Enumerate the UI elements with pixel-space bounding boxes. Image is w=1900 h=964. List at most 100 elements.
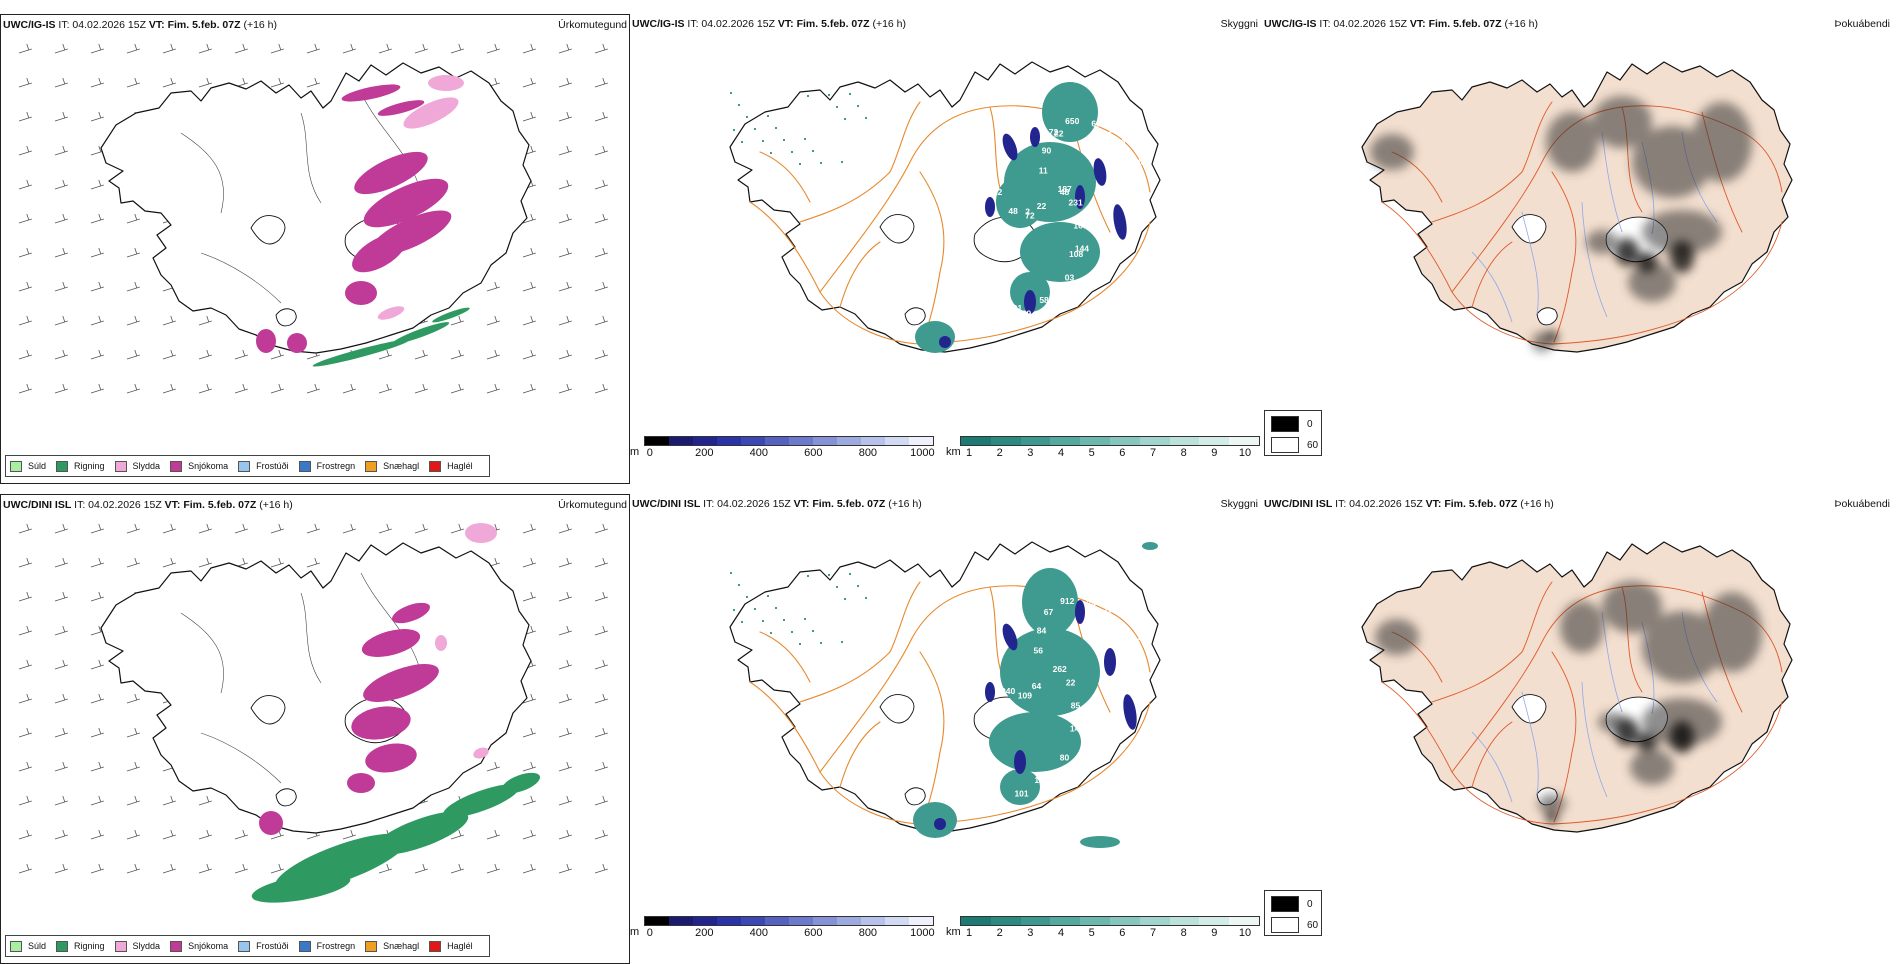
sleet-areas	[435, 523, 497, 759]
precip-legend-item: Frostregn	[298, 460, 355, 472]
fog-legend-dini: 0 60	[1264, 890, 1322, 936]
visibility-value-label: 72	[983, 156, 993, 166]
scale-cell	[861, 917, 885, 925]
visibility-value-label: 101	[1008, 303, 1022, 313]
scale-cell	[669, 437, 693, 445]
visibility-value-label: 116	[1126, 636, 1140, 646]
coastline	[1361, 541, 1793, 833]
coastline	[100, 542, 532, 834]
scale-cell	[717, 917, 741, 925]
iceland-map	[1361, 541, 1793, 833]
sleet-areas	[377, 75, 464, 320]
scattered-cells	[730, 92, 867, 165]
legend-swatch	[56, 460, 69, 472]
iceland-map	[100, 523, 540, 903]
panel-type-label: Úrkomutegund	[558, 19, 627, 31]
visibility-value-label: 63	[976, 648, 986, 658]
precip-legend: Súld Rigning Slydda Snjókoma Frostúði Frostre…	[5, 935, 490, 957]
visibility-value-label: 148	[1070, 724, 1084, 734]
scale-tick-label: 6	[1119, 447, 1126, 459]
glacier-langjokull	[1511, 214, 1547, 244]
precip-legend-item: Slydda	[114, 460, 161, 472]
roads	[749, 581, 1151, 825]
legend-label: Frostúði	[256, 461, 289, 471]
glacier-myrdalsjokull	[275, 308, 297, 327]
scale-cell	[813, 917, 837, 925]
panel-type-label: Þokuábendi	[1834, 18, 1890, 30]
fog-swatch	[1271, 437, 1299, 453]
fog-legend-label: 0	[1307, 898, 1313, 910]
visibility-value-label: 109	[1018, 690, 1032, 700]
visibility-value-label: 84	[1037, 625, 1047, 635]
scale-cell	[1229, 437, 1259, 445]
fog-legend-label: 0	[1307, 418, 1313, 430]
legend-swatch	[238, 460, 251, 472]
rain-areas	[312, 307, 470, 367]
precip-panel-dini: UWC/DINI ISL IT: 04.02.2026 15Z VT: Fim.…	[0, 494, 630, 964]
height-scale-ig: 0 200 400 600 800 1000 m	[630, 436, 935, 460]
visibility-value-label: 72	[1049, 127, 1059, 137]
precip-map-ig	[18, 43, 608, 394]
legend-swatch	[10, 460, 22, 472]
scale-unit: m	[630, 926, 640, 938]
scale-tick-label: 9	[1211, 927, 1218, 939]
scale-colors	[644, 916, 934, 926]
panel-type-label: Skyggni	[1220, 18, 1258, 30]
visibility-value-label: 2	[1025, 206, 1030, 216]
visibility-value-label: 87	[987, 85, 997, 95]
scale-cell	[1139, 437, 1170, 445]
visibility-labels: 262 109 67 148 63 109 101 56 22 940 912 80 70 116 64 84…	[973, 596, 1140, 799]
visibility-value-label: 11	[1039, 165, 1048, 175]
scale-cell	[1050, 437, 1081, 445]
visibility-value-label: 101	[1014, 789, 1028, 799]
scale-cell	[693, 437, 717, 445]
visibility-value-label: 39	[1022, 309, 1032, 319]
fog-map-ig	[1361, 61, 1793, 353]
precip-legend-item: Snjókoma	[170, 460, 229, 472]
glacier-langjokull	[879, 214, 915, 244]
topo-lines	[180, 92, 422, 304]
scale-cell	[741, 437, 765, 445]
visibility-value-label: 19	[978, 128, 988, 138]
scale-tick-label: 1	[965, 927, 973, 939]
glacier-myrdalsjokull	[904, 787, 926, 806]
scale-cell	[1229, 917, 1259, 925]
fog-shading	[1370, 96, 1752, 352]
scattered-cells	[730, 572, 867, 645]
scale-cell	[1109, 437, 1140, 445]
scale-colors	[960, 916, 1260, 926]
topo-lines	[180, 572, 422, 784]
panel-title: UWC/IG-IS IT: 04.02.2026 15Z VT: Fim. 5.…	[1264, 18, 1539, 30]
precip-legend-item: Haglél	[429, 460, 473, 472]
scale-colors	[644, 436, 934, 446]
visibility-value-label: 912	[1060, 596, 1074, 606]
legend-label: Snjókoma	[188, 461, 229, 471]
legend-swatch	[365, 460, 378, 472]
scale-cell	[669, 917, 693, 925]
precip-panel-ig: UWC/IG-IS IT: 04.02.2026 15Z VT: Fim. 5.…	[0, 14, 630, 484]
scale-cell	[645, 917, 669, 925]
legend-label: Slydda	[132, 941, 161, 951]
panel-title: UWC/DINI ISL IT: 04.02.2026 15Z VT: Fim.…	[1264, 498, 1554, 510]
visibility-scale-dini: 1 2 3 4 5 6 7 8 9 10 km	[946, 916, 1260, 940]
visibility-scale-ig: 1 2 3 4 5 6 7 8 9 10 km	[946, 436, 1260, 460]
visibility-value-label: 582	[1039, 295, 1053, 305]
legend-label: Frostúði	[256, 941, 289, 951]
precip-legend-item: Súld	[10, 460, 46, 472]
coastline	[100, 62, 532, 354]
legend-label: Slydda	[132, 461, 161, 471]
scale-cell	[645, 437, 669, 445]
scale-unit: m	[630, 446, 640, 458]
fog-shading	[1375, 581, 1762, 814]
scale-tick-label: 0	[646, 447, 653, 459]
panel-type-label: Úrkomutegund	[558, 499, 627, 511]
visibility-value-label: 61	[1091, 118, 1101, 128]
scale-tick-label: 7	[1149, 927, 1157, 939]
scale-cell	[990, 917, 1021, 925]
iceland-map: 1877272144171313911231486500319962290168…	[729, 61, 1161, 353]
scale-tick-label: 7	[1149, 447, 1157, 459]
visibility-value-label: 231	[1069, 197, 1083, 207]
fog-legend-item: 0	[1271, 416, 1321, 432]
scale-tick-label: 600	[804, 927, 823, 939]
scale-tick-label: 10	[1238, 927, 1252, 939]
